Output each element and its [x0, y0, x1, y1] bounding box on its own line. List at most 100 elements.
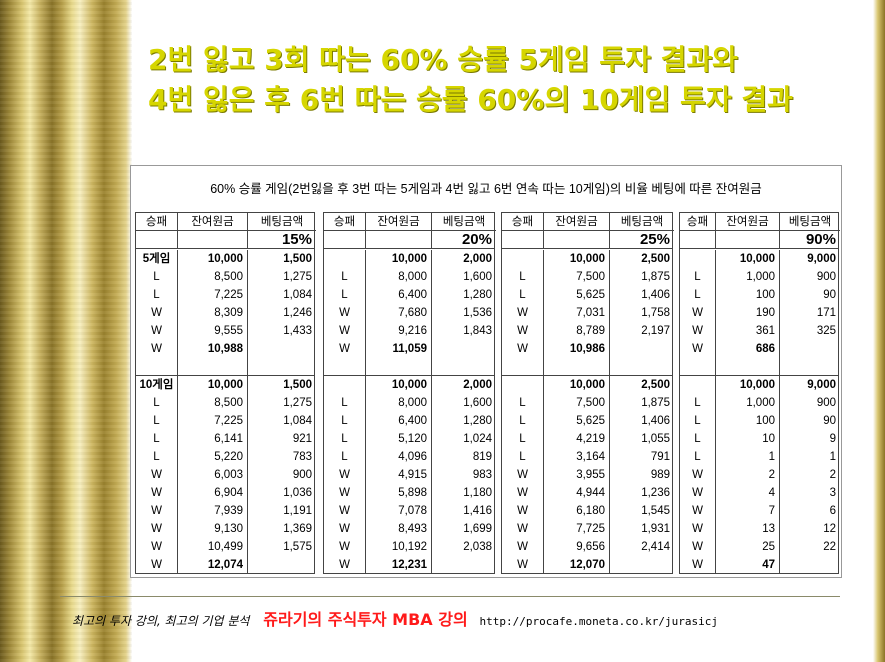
result-cell: W — [136, 520, 178, 538]
table-header-row: 승패 잔여원금 베팅금액 — [502, 213, 674, 231]
result-cell: L — [502, 286, 544, 304]
table-row: W 10,986 — [502, 340, 672, 358]
balance-cell: 8,500 — [178, 394, 248, 412]
bet-cell: 1,843 — [463, 325, 492, 337]
balance-cell: 10 — [716, 430, 780, 448]
table-row: L 8,500 1,275 — [136, 394, 314, 412]
result-cell: L — [680, 430, 716, 448]
table-row: L 7,500 1,875 — [502, 268, 672, 286]
balance-cell: 12,070 — [544, 556, 610, 574]
result-cell: W — [680, 484, 716, 502]
balance-cell: 11,059 — [366, 340, 432, 358]
result-cell: L — [136, 394, 178, 412]
result-cell: W — [502, 304, 544, 322]
table-row: L 1,000 900 — [680, 394, 838, 412]
table-row: L 3,164 791 — [502, 448, 672, 466]
column-header: 승패 — [680, 213, 716, 231]
bet-cell: 3 — [829, 487, 836, 499]
result-cell — [324, 250, 366, 268]
result-cell: W — [680, 520, 716, 538]
result-cell: W — [502, 340, 544, 358]
result-cell: W — [680, 340, 716, 358]
result-cell: W — [324, 520, 366, 538]
empty-cell — [544, 231, 610, 249]
bet-cell — [432, 340, 496, 358]
table-row: W 12,070 — [502, 556, 672, 574]
bet-cell: 1,036 — [283, 487, 312, 499]
balance-cell: 8,000 — [366, 268, 432, 286]
table-row: W 7,078 1,416 — [324, 502, 494, 520]
table-row: L 7,225 1,084 — [136, 412, 314, 430]
balance-cell: 10,988 — [178, 340, 248, 358]
bet-cell: 1,931 — [641, 523, 670, 535]
bet-cell: 900 — [816, 397, 836, 409]
result-cell: W — [324, 502, 366, 520]
balance-cell: 10,192 — [366, 538, 432, 556]
bet-percent: 20% — [461, 231, 492, 248]
table-row: W 47 — [680, 556, 838, 574]
bet-cell: 1,600 — [463, 271, 492, 283]
bet-cell — [780, 340, 840, 358]
bet-cell: 1,758 — [641, 307, 670, 319]
balance-cell: 1 — [716, 448, 780, 466]
balance-cell: 9,555 — [178, 322, 248, 340]
bet-cell — [432, 358, 496, 376]
bet-cell: 791 — [650, 451, 670, 463]
balance-cell: 25 — [716, 538, 780, 556]
bet-cell: 1,275 — [283, 397, 312, 409]
table-row: 10게임 10,000 1,500 — [136, 376, 314, 394]
bet-cell: 2 — [829, 469, 836, 481]
balance-cell: 6,141 — [178, 430, 248, 448]
table-block-2: 승패 잔여원금 베팅금액 20% 10,000 2,000 L 8,000 1,600 L 6,40… — [323, 212, 496, 574]
result-cell: W — [680, 466, 716, 484]
table-block-3: 승패 잔여원금 베팅금액 25% 10,000 2,500 L 7,500 1,875 L 5,62… — [501, 212, 674, 574]
balance-cell: 8,789 — [544, 322, 610, 340]
bet-percent: 25% — [639, 231, 670, 248]
result-cell — [680, 376, 716, 394]
table-row: W 8,789 2,197 — [502, 322, 672, 340]
result-cell — [324, 376, 366, 394]
gold-curtain-left — [0, 0, 132, 662]
bet-cell — [432, 556, 496, 574]
balance-cell: 13 — [716, 520, 780, 538]
result-cell: W — [136, 502, 178, 520]
balance-cell: 10,000 — [716, 376, 780, 394]
table-row: W 10,988 — [136, 340, 314, 358]
bet-cell: 989 — [650, 469, 670, 481]
table-row: L 1,000 900 — [680, 268, 838, 286]
table-row: W 25 22 — [680, 538, 838, 556]
balance-cell: 7,939 — [178, 502, 248, 520]
table-row: L 8,000 1,600 — [324, 394, 494, 412]
result-cell: W — [136, 322, 178, 340]
bet-cell: 819 — [472, 451, 492, 463]
result-cell — [324, 358, 366, 376]
bet-cell: 983 — [472, 469, 492, 481]
bet-cell: 1,246 — [283, 307, 312, 319]
table-row: W 6,003 900 — [136, 466, 314, 484]
result-cell: L — [324, 286, 366, 304]
balance-cell: 10,000 — [366, 376, 432, 394]
table-header-row: 승패 잔여원금 베팅금액 — [324, 213, 496, 231]
result-cell: 10게임 — [136, 376, 178, 394]
bet-cell: 9 — [829, 433, 836, 445]
result-cell: W — [502, 484, 544, 502]
balance-cell: 12,231 — [366, 556, 432, 574]
percent-row: 90% — [680, 231, 838, 249]
bet-cell: 9,000 — [807, 253, 836, 265]
empty-cell — [178, 231, 248, 249]
result-cell — [502, 376, 544, 394]
table-row — [502, 358, 672, 376]
table-row: W 9,130 1,369 — [136, 520, 314, 538]
result-cell: W — [324, 538, 366, 556]
bet-cell: 2,000 — [463, 253, 492, 265]
table-row: W 13 12 — [680, 520, 838, 538]
result-cell: W — [502, 538, 544, 556]
bet-cell: 2,197 — [641, 325, 670, 337]
result-cell: W — [324, 466, 366, 484]
bet-cell: 1,084 — [283, 415, 312, 427]
table-row: L 5,120 1,024 — [324, 430, 494, 448]
result-cell: W — [136, 556, 178, 574]
table-row: 5게임 10,000 1,500 — [136, 250, 314, 268]
result-cell: W — [680, 556, 716, 574]
